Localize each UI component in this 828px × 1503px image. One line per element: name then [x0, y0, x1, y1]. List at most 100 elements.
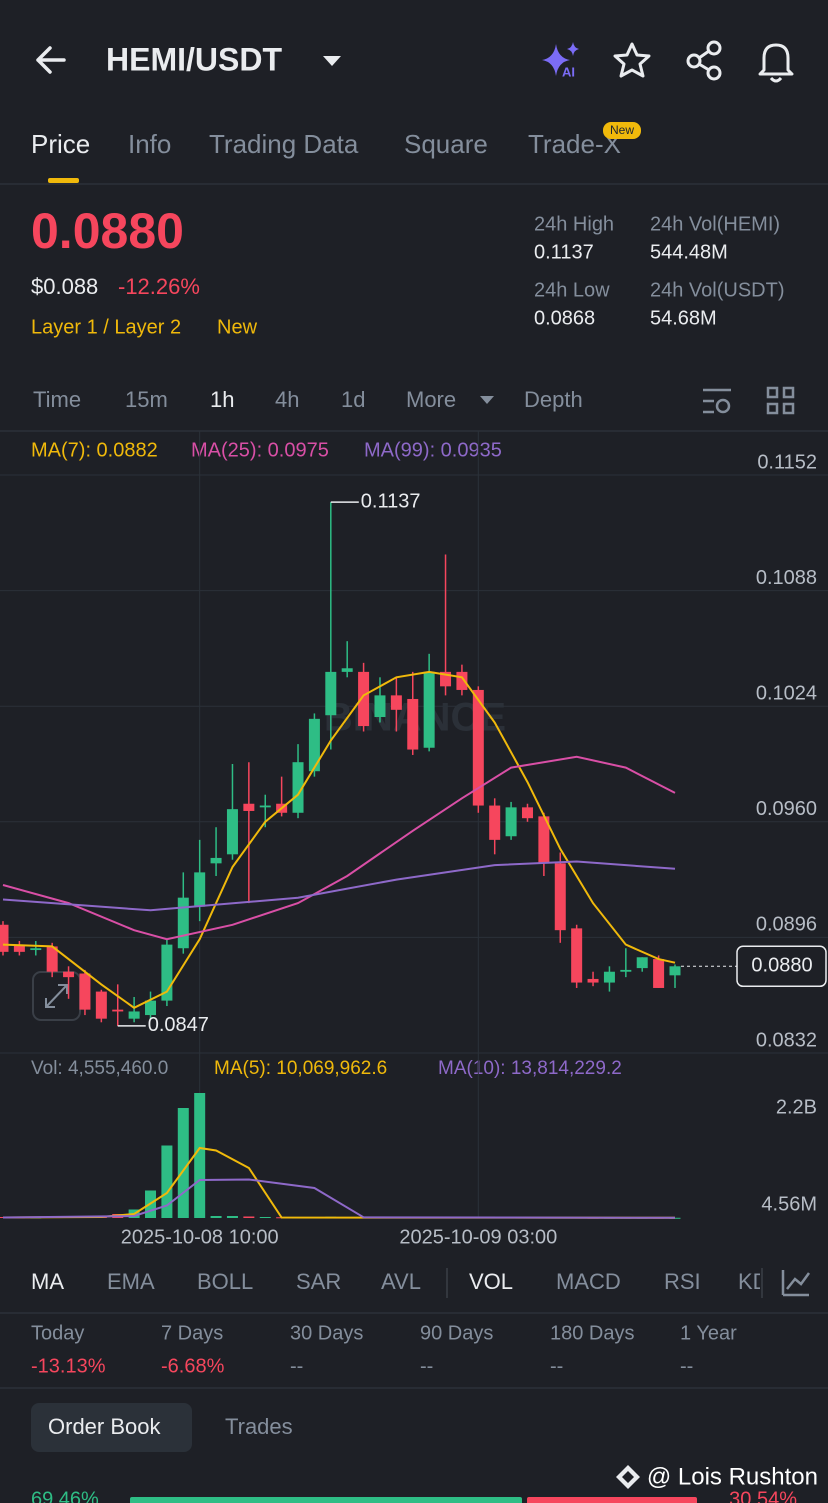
interval[interactable]: Depth	[524, 387, 583, 412]
volume-ma-line	[2, 1146, 676, 1219]
ma-line	[2, 755, 676, 941]
indicator-bar: MA EMA BOLL SAR AVL VOL MACD RSI KDJ	[31, 1269, 780, 1294]
ma-line	[2, 670, 676, 1009]
low-label: 0.0847	[148, 1014, 209, 1036]
watermark: @ Lois Rushton	[647, 1463, 818, 1490]
volume-tick-label: 2.2B	[776, 1096, 817, 1118]
candle-body	[128, 1011, 140, 1019]
volume-bar	[243, 1216, 255, 1218]
candle-body	[538, 816, 550, 864]
candle-body	[521, 807, 533, 819]
order-book-tab-bg[interactable]	[31, 1403, 192, 1452]
candle-body	[554, 863, 566, 931]
ma-legend: MA(99): 0.0935	[364, 439, 502, 461]
ask-ratio: 30.54%	[729, 1488, 797, 1503]
candle-body	[505, 807, 517, 837]
candle-body	[95, 991, 107, 1019]
candle-body	[30, 948, 42, 951]
interval[interactable]: Time	[33, 387, 81, 412]
high-label: 0.1137	[361, 490, 421, 512]
period-value: --	[290, 1355, 303, 1377]
bid-ratio: 69.46%	[31, 1488, 99, 1503]
candle-body	[292, 762, 304, 813]
period-value: --	[680, 1355, 693, 1377]
candle-body	[407, 698, 419, 750]
performance: Today -13.13% 7 Days -6.68% 30 Days -- 90 Days…	[31, 1322, 737, 1377]
last-price-box	[736, 945, 827, 988]
stat-label: 24h Vol(HEMI)	[650, 213, 780, 235]
indicator[interactable]: SAR	[296, 1269, 341, 1294]
candle-body	[472, 689, 484, 806]
tag[interactable]: New	[217, 316, 258, 338]
interval[interactable]: 1h	[210, 387, 234, 412]
indicator[interactable]: RSI	[664, 1269, 701, 1294]
indicator[interactable]: BOLL	[197, 1269, 253, 1294]
expand-button[interactable]	[32, 971, 81, 1021]
interval[interactable]: 15m	[125, 387, 168, 412]
interval[interactable]: 1d	[341, 387, 365, 412]
ai-button[interactable]: AI	[542, 42, 579, 79]
pair-title[interactable]: HEMI/USDT	[106, 41, 282, 77]
more-caret[interactable]	[480, 396, 494, 404]
candle-body	[374, 695, 386, 718]
stat-value: 54.68M	[650, 307, 717, 329]
candle-body	[112, 1009, 124, 1012]
period-label: Today	[31, 1322, 84, 1344]
x-tick-label: 2025-10-08 10:00	[121, 1226, 279, 1248]
indicator[interactable]: AVL	[381, 1269, 421, 1294]
candle-body	[46, 946, 58, 972]
notification-button[interactable]	[758, 43, 794, 83]
tab[interactable]: Square	[404, 129, 488, 159]
candle-body	[243, 803, 255, 811]
period-value: -13.13%	[31, 1355, 106, 1377]
candle-body	[603, 971, 615, 983]
order-book-tab[interactable]: Order Book	[48, 1414, 161, 1439]
candle-body	[177, 897, 189, 949]
chart-settings[interactable]	[703, 388, 731, 414]
indicator[interactable]: MACD	[556, 1269, 621, 1294]
stat-value: 0.0868	[534, 307, 595, 329]
chart-layer: 0.1152 0.1088 0.1024 0.0960 0.0896 0.0832 2025…	[0, 431, 828, 1248]
candle-body	[63, 971, 75, 978]
last-price: 0.0880	[31, 203, 184, 259]
tab[interactable]: Price	[31, 129, 90, 159]
candle-body	[587, 978, 599, 983]
candle-body	[423, 671, 435, 748]
stat-label: 24h Vol(USDT)	[650, 279, 785, 301]
share-button[interactable]	[686, 40, 722, 81]
new-badge-bg	[603, 122, 641, 139]
indicator[interactable]: MA	[31, 1269, 64, 1294]
stat-value: 0.1137	[534, 241, 594, 263]
layout-button[interactable]	[766, 386, 795, 415]
indicator[interactable]: EMA	[107, 1269, 155, 1294]
ai-badge: AI	[562, 64, 575, 79]
candle-body	[636, 957, 648, 969]
period-label: 30 Days	[290, 1322, 363, 1344]
interval[interactable]: 4h	[275, 387, 299, 412]
indicator[interactable]: VOL	[469, 1269, 513, 1294]
indicator[interactable]: KDJ	[738, 1269, 780, 1294]
volume-legend: MA(10): 13,814,229.2	[438, 1058, 622, 1079]
candle-body	[358, 671, 370, 727]
back-button[interactable]	[36, 46, 66, 74]
tag[interactable]: Layer 1 / Layer 2	[31, 316, 181, 338]
trades-tab[interactable]: Trades	[225, 1414, 293, 1439]
tab[interactable]: Trading Data	[209, 129, 359, 159]
x-tick-label: 2025-10-09 03:00	[399, 1226, 557, 1248]
volume-legend: MA(5): 10,069,962.6	[214, 1058, 387, 1079]
period-label: 1 Year	[680, 1322, 737, 1344]
y-tick-label: 0.0960	[756, 798, 817, 820]
candle-body	[79, 973, 91, 1010]
indicator-settings[interactable]	[781, 1270, 811, 1297]
pair-dropdown[interactable]	[323, 56, 341, 66]
bid-bar	[130, 1497, 522, 1503]
interval[interactable]: More	[406, 387, 456, 412]
favorite-button[interactable]	[613, 42, 651, 78]
period-value: --	[420, 1355, 433, 1377]
price-change: -12.26%	[118, 274, 200, 299]
candle-body	[571, 928, 583, 983]
tab[interactable]: Info	[128, 129, 171, 159]
stat-value: 544.48M	[650, 241, 728, 263]
candle-body	[390, 695, 402, 710]
candle-body	[161, 944, 173, 1001]
